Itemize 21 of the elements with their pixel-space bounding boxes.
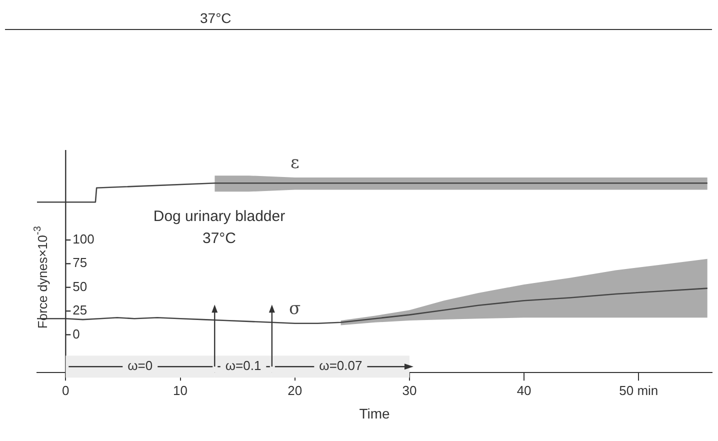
x-axis-title: Time	[359, 405, 390, 422]
y-tick-label: 100	[72, 232, 94, 247]
band-label: ω=0.1	[225, 358, 262, 374]
x-tick-label: 50 min	[619, 382, 658, 398]
band-label: ω=0	[128, 358, 153, 374]
y-tick-label: 75	[72, 255, 88, 270]
series-label: σ	[289, 298, 302, 319]
x-tick-label: 30	[402, 382, 417, 398]
band-label: ω=0.07	[319, 358, 362, 374]
annotation: 37°C	[202, 230, 236, 247]
series-label: ε	[290, 152, 300, 173]
annotation: Dog urinary bladder	[153, 208, 286, 225]
y-tick-label: 50	[72, 278, 88, 294]
x-tick-label: 10	[173, 382, 188, 398]
chart-title: 37°C	[200, 10, 232, 26]
x-tick-label: 40	[516, 382, 532, 398]
y-tick-label: 25	[72, 302, 88, 318]
x-tick-label: 20	[288, 382, 302, 398]
x-tick-label: 0	[62, 382, 70, 398]
y-tick-label: 0	[72, 326, 80, 342]
y-axis-title: Force dynes×10-3	[32, 226, 50, 329]
